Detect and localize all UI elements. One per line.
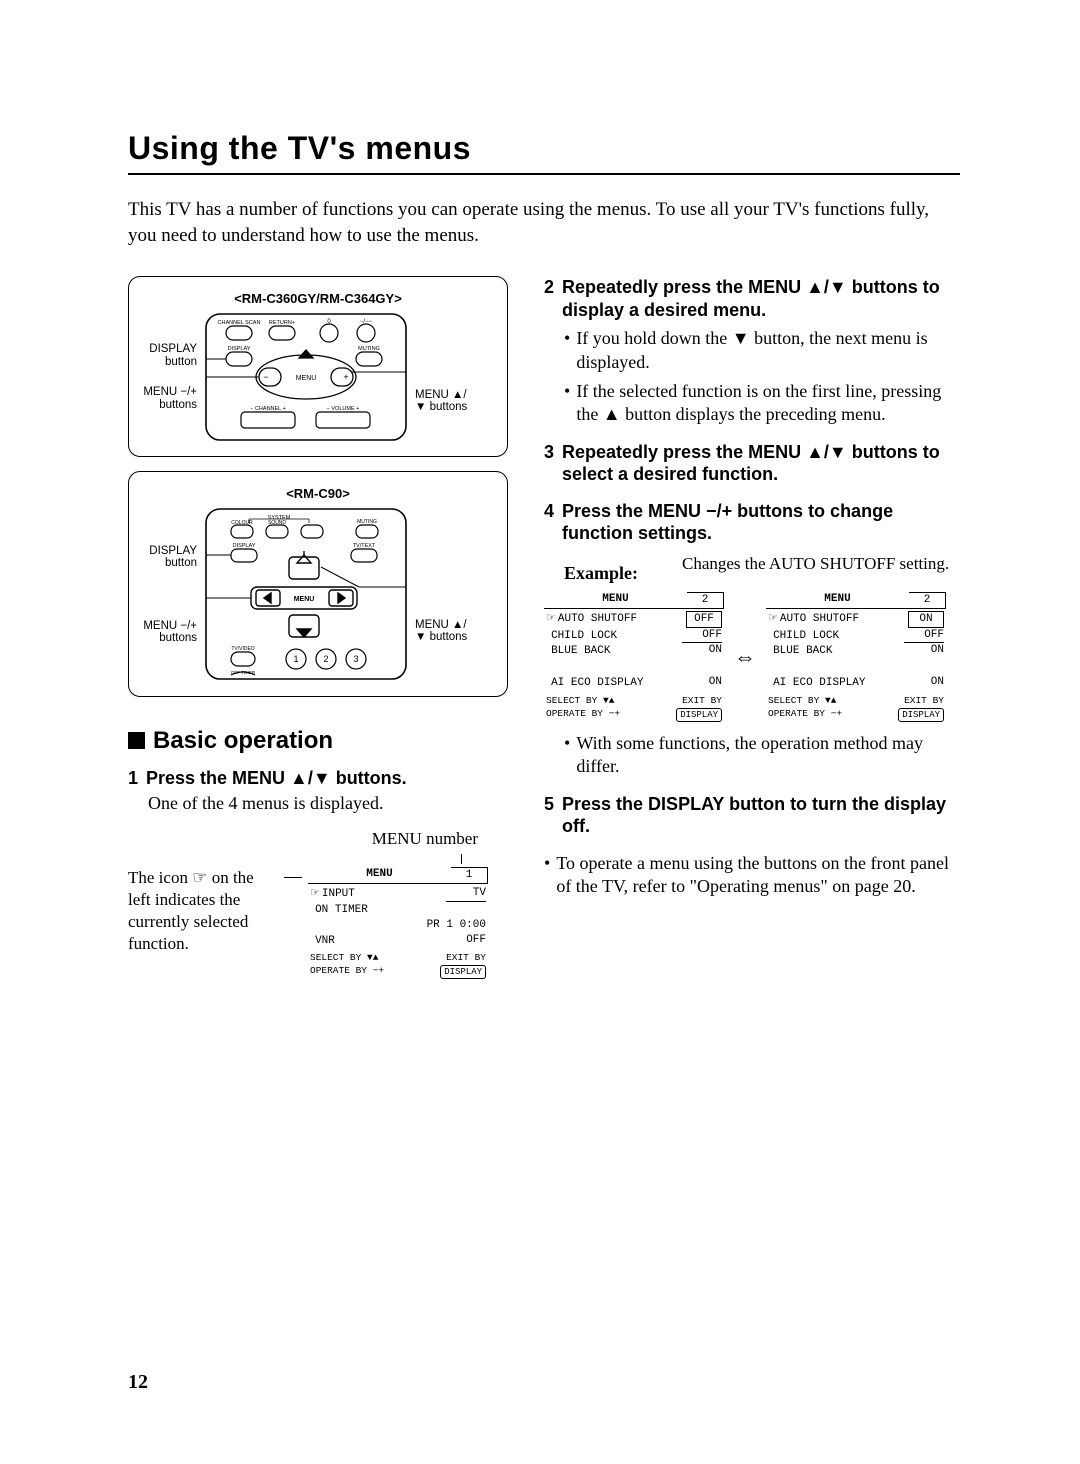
tiny-sound: SOUND: [268, 520, 286, 526]
remote-b-title: <RM-C90>: [139, 486, 497, 501]
section-text: Basic operation: [153, 727, 333, 754]
remote-diagram-b: <RM-C90> DISPLAY button MENU −/+ buttons: [128, 471, 508, 697]
step-2-bullet-0: If you hold down the ▼ button, the next …: [576, 327, 960, 374]
label-menu-ud-buttons-b: MENU ▲/▼ buttons: [415, 619, 473, 644]
step-1-num: 1: [128, 767, 138, 790]
svg-text:−: −: [263, 372, 268, 382]
step-4-after: •With some functions, the operation meth…: [564, 732, 960, 779]
icon-note: The icon ☞ on the left indicates the cur…: [128, 867, 278, 955]
tiny-n2: 2: [323, 654, 328, 664]
remote-b-svg: SYSTEM COLOUR SOUND MUTING DISPLAY: [201, 507, 411, 682]
osd1-wrap: The icon ☞ on the left indicates the cur…: [128, 867, 508, 979]
tiny-display-b: DISPLAY: [233, 543, 256, 549]
tiny-tvtext: TV/TEXT: [353, 543, 376, 549]
osd-pair: MENU2☞AUTO SHUTOFFOFF CHILD LOCKOFF BLUE…: [544, 592, 960, 722]
tiny-tvvideo: TV/VIDEO: [231, 646, 254, 652]
osd-menu-2b: MENU2☞AUTO SHUTOFFON CHILD LOCKOFF BLUE …: [766, 592, 946, 722]
step-2-bullets: •If you hold down the ▼ button, the next…: [564, 327, 960, 427]
tiny-channel-scan: CHANNEL SCAN: [218, 320, 261, 326]
label-menu-pm-buttons-b: MENU −/+ buttons: [139, 620, 197, 645]
tiny-muting: MUTING: [358, 346, 380, 352]
page-number: 12: [128, 1371, 148, 1394]
page-title: Using the TV's menus: [128, 130, 960, 175]
tiny-channel: − CHANNEL +: [250, 406, 286, 412]
double-arrow-icon: ⇔: [734, 644, 756, 670]
step-4: 4 Press the MENU −/+ buttons to change f…: [544, 500, 960, 779]
menu-number-label: MENU number: [128, 829, 508, 849]
step-5: 5 Press the DISPLAY button to turn the d…: [544, 793, 960, 838]
step-2-head: Repeatedly press the MENU ▲/▼ buttons to…: [562, 276, 960, 321]
step-3: 3 Repeatedly press the MENU ▲/▼ buttons …: [544, 441, 960, 486]
label-menu-ud-buttons: MENU ▲/▼ buttons: [415, 389, 473, 414]
example-label: Example:: [564, 563, 638, 584]
label-menu-pm-buttons: MENU −/+ buttons: [139, 386, 197, 411]
tiny-n1: 1: [293, 654, 298, 664]
osd-menu-2a: MENU2☞AUTO SHUTOFFOFF CHILD LOCKOFF BLUE…: [544, 592, 724, 722]
remote-a-svg: CHANNEL SCAN RETURN+ 0 −/−− DISPLAY MUTI…: [201, 312, 411, 442]
label-display-button: DISPLAY button: [139, 343, 197, 368]
step-3-num: 3: [544, 441, 554, 486]
tiny-minplus: −/−−: [360, 319, 373, 325]
two-column-layout: <RM-C360GY/RM-C364GY> DISPLAY button MEN…: [128, 276, 960, 979]
tiny-colour: COLOUR: [231, 520, 253, 526]
step-2: 2 Repeatedly press the MENU ▲/▼ buttons …: [544, 276, 960, 427]
step-1-body: One of the 4 menus is displayed.: [148, 792, 508, 815]
step-2-num: 2: [544, 276, 554, 321]
tiny-volume: − VOLUME +: [327, 406, 360, 412]
svg-text:+: +: [343, 372, 348, 382]
step-4-after-note: With some functions, the operation metho…: [576, 732, 960, 779]
tiny-return: RETURN+: [269, 320, 295, 326]
front-panel-note: To operate a menu using the buttons on t…: [556, 852, 960, 899]
right-column: 2 Repeatedly press the MENU ▲/▼ buttons …: [544, 276, 960, 979]
remote-b-left-labels: DISPLAY button MENU −/+ buttons: [139, 545, 197, 646]
intro-text: This TV has a number of functions you ca…: [128, 197, 960, 248]
remote-a-left-labels: DISPLAY button MENU −/+ buttons: [139, 343, 197, 412]
tiny-menu-b: MENU: [294, 596, 315, 603]
tiny-offtimer: OFF TIMER: [231, 670, 256, 675]
tiny-n3: 3: [353, 654, 358, 664]
label-display-button-b: DISPLAY button: [139, 545, 197, 570]
step-2-bullet-1: If the selected function is on the first…: [576, 380, 960, 427]
step-3-head: Repeatedly press the MENU ▲/▼ buttons to…: [562, 441, 960, 486]
step-5-head: Press the DISPLAY button to turn the dis…: [562, 793, 960, 838]
remote-diagram-a: <RM-C360GY/RM-C364GY> DISPLAY button MEN…: [128, 276, 508, 457]
step-1: 1 Press the MENU ▲/▼ buttons. One of the…: [128, 767, 508, 815]
osd-menu-1: MENU1☞INPUTTV ON TIMERPR 1 0:00 VNROFFSE…: [308, 867, 488, 979]
left-column: <RM-C360GY/RM-C364GY> DISPLAY button MEN…: [128, 276, 508, 979]
step-1-head: Press the MENU ▲/▼ buttons.: [146, 767, 407, 790]
manual-page: Using the TV's menus This TV has a numbe…: [0, 0, 1080, 1464]
black-square-icon: [128, 732, 145, 749]
step-5-num: 5: [544, 793, 554, 838]
remote-a-right-labels: MENU ▲/▼ buttons: [415, 341, 473, 414]
step-4-head: Press the MENU −/+ buttons to change fun…: [562, 500, 960, 545]
step-4-num: 4: [544, 500, 554, 545]
section-heading: Basic operation: [128, 727, 508, 755]
tiny-display: DISPLAY: [228, 346, 251, 352]
changes-note: Changes the AUTO SHUTOFF setting.: [682, 553, 960, 575]
remote-b-right-labels: MENU ▲/▼ buttons: [415, 546, 473, 644]
tick-line-icon: [461, 854, 462, 864]
remote-a-title: <RM-C360GY/RM-C364GY>: [139, 291, 497, 306]
leader-line-icon: [284, 877, 302, 878]
tiny-menu: MENU: [296, 375, 317, 382]
tiny-muting-b: MUTING: [357, 519, 377, 525]
front-panel-note-wrap: •To operate a menu using the buttons on …: [544, 852, 960, 899]
